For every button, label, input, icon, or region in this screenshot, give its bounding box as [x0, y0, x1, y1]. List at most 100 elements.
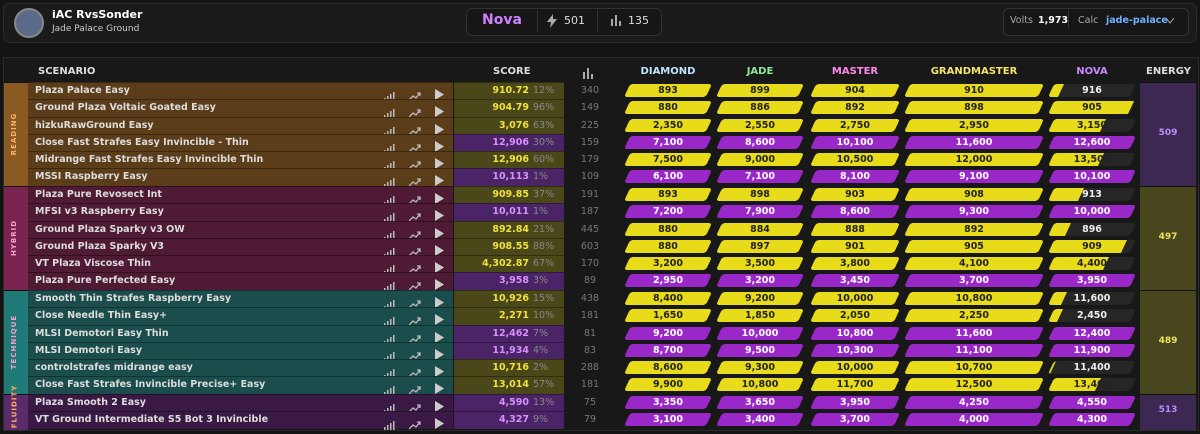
dropdown-icon[interactable]: [1166, 18, 1174, 24]
play-count: 225: [580, 119, 600, 131]
energy-cell: [1140, 394, 1196, 430]
score-percent: 13%: [533, 397, 555, 408]
row-bg: [28, 220, 453, 238]
rank-box: [466, 8, 662, 36]
play-button[interactable]: [435, 362, 444, 381]
progress-icon[interactable]: [408, 103, 421, 122]
volts-label: Volts: [1010, 15, 1033, 26]
play-button[interactable]: [435, 85, 444, 104]
play-button[interactable]: [435, 275, 444, 294]
subtitle: Jade Palace Ground: [52, 24, 140, 34]
leaderboard-icon[interactable]: [384, 380, 395, 399]
rank-threshold: 884: [750, 223, 770, 235]
progress-icon[interactable]: [408, 294, 421, 313]
play-count: 179: [580, 154, 600, 165]
group-name: Reading: [10, 112, 18, 156]
row-bg: [28, 376, 453, 394]
progress-icon[interactable]: [408, 380, 421, 399]
rank-threshold: 888: [845, 223, 865, 235]
progress-icon[interactable]: [408, 207, 421, 226]
rank-threshold: 3,200: [652, 258, 684, 269]
energy-cell: [1140, 186, 1196, 291]
scenario-name: Close Fast Strafes Easy Invincible - Thi…: [35, 136, 249, 148]
rank-threshold: 880: [658, 223, 678, 235]
score: 13,014: [492, 379, 529, 391]
play-button[interactable]: [435, 224, 444, 243]
rank-threshold: 12,500: [955, 379, 993, 391]
leaderboard-icon[interactable]: [384, 276, 395, 295]
progress-icon[interactable]: [408, 311, 421, 330]
progress-icon[interactable]: [408, 86, 421, 105]
play-button[interactable]: [435, 206, 444, 225]
play-button[interactable]: [435, 397, 444, 416]
scenario-name: MSSI Raspberry Easy: [35, 171, 148, 183]
play-button[interactable]: [435, 293, 444, 312]
score-percent: 10%: [533, 310, 555, 322]
col-energy: ENERGY: [1146, 66, 1191, 77]
play-button[interactable]: [435, 120, 444, 139]
rank-threshold: 908: [964, 189, 984, 200]
rank-threshold: 6,100: [652, 171, 684, 183]
rank-threshold: 2,550: [744, 119, 776, 131]
play-button[interactable]: [435, 171, 444, 190]
progress-icon[interactable]: [408, 172, 421, 191]
play-button[interactable]: [435, 414, 444, 433]
progress-icon[interactable]: [408, 138, 421, 157]
play-button[interactable]: [435, 189, 444, 208]
progress-icon[interactable]: [408, 225, 421, 244]
progress-icon[interactable]: [408, 363, 421, 382]
rank-threshold: 12,600: [1073, 136, 1111, 148]
progress-icon[interactable]: [408, 121, 421, 140]
rank-threshold: 7,100: [744, 171, 776, 183]
progress-icon[interactable]: [408, 259, 421, 278]
rank-threshold: 4,250: [958, 397, 990, 408]
scenario-name: Plaza Pure Perfected Easy: [35, 275, 176, 287]
settings-box: [1003, 8, 1189, 36]
progress-icon[interactable]: [408, 398, 421, 417]
progress-icon[interactable]: [408, 346, 421, 365]
rank-threshold: 897: [750, 240, 770, 252]
play-button[interactable]: [435, 241, 444, 260]
progress-icon[interactable]: [408, 329, 421, 348]
play-button[interactable]: [435, 345, 444, 364]
rank-threshold: 12,000: [955, 154, 993, 165]
progress-icon[interactable]: [408, 242, 421, 261]
leaderboard-icon[interactable]: [384, 172, 395, 191]
rank-threshold: 11,700: [836, 379, 874, 391]
rank-threshold: 905: [964, 240, 984, 252]
score-percent: 63%: [533, 119, 555, 131]
row-bg: [28, 341, 453, 359]
row-bg: [28, 324, 453, 342]
score-percent: 67%: [533, 258, 555, 269]
play-button[interactable]: [435, 310, 444, 329]
play-button[interactable]: [435, 102, 444, 121]
progress-icon[interactable]: [408, 415, 421, 434]
progress-icon[interactable]: [408, 190, 421, 209]
rank-threshold: 3,950: [839, 397, 871, 408]
rank-threshold: 10,300: [836, 344, 874, 356]
score-cell: [454, 394, 564, 412]
energy-cell: [1140, 290, 1196, 395]
rank-threshold: 2,950: [958, 119, 990, 131]
rank-threshold: 1,850: [744, 310, 776, 322]
score-cell: [454, 272, 564, 290]
play-count: 83: [583, 344, 597, 356]
rank-threshold: 11,900: [1073, 344, 1111, 356]
play-button[interactable]: [435, 258, 444, 277]
calc-select[interactable]: jade-palace: [1106, 15, 1168, 26]
score-percent: 3%: [533, 275, 549, 287]
score: 908.55: [492, 240, 529, 252]
rank-threshold: 7,100: [652, 136, 684, 148]
play-button[interactable]: [435, 154, 444, 173]
group-energy: 513: [1158, 405, 1178, 416]
rank-threshold: 3,200: [744, 275, 776, 287]
scenario-name: Close Fast Strafes Invincible Precise+ E…: [35, 379, 266, 391]
progress-icon[interactable]: [408, 155, 421, 174]
play-button[interactable]: [435, 137, 444, 156]
progress-icon[interactable]: [408, 276, 421, 295]
play-button[interactable]: [435, 328, 444, 347]
leaderboard-icon[interactable]: [384, 415, 395, 434]
group-band: [4, 186, 28, 291]
play-button[interactable]: [435, 379, 444, 398]
group-energy: 509: [1158, 127, 1178, 138]
